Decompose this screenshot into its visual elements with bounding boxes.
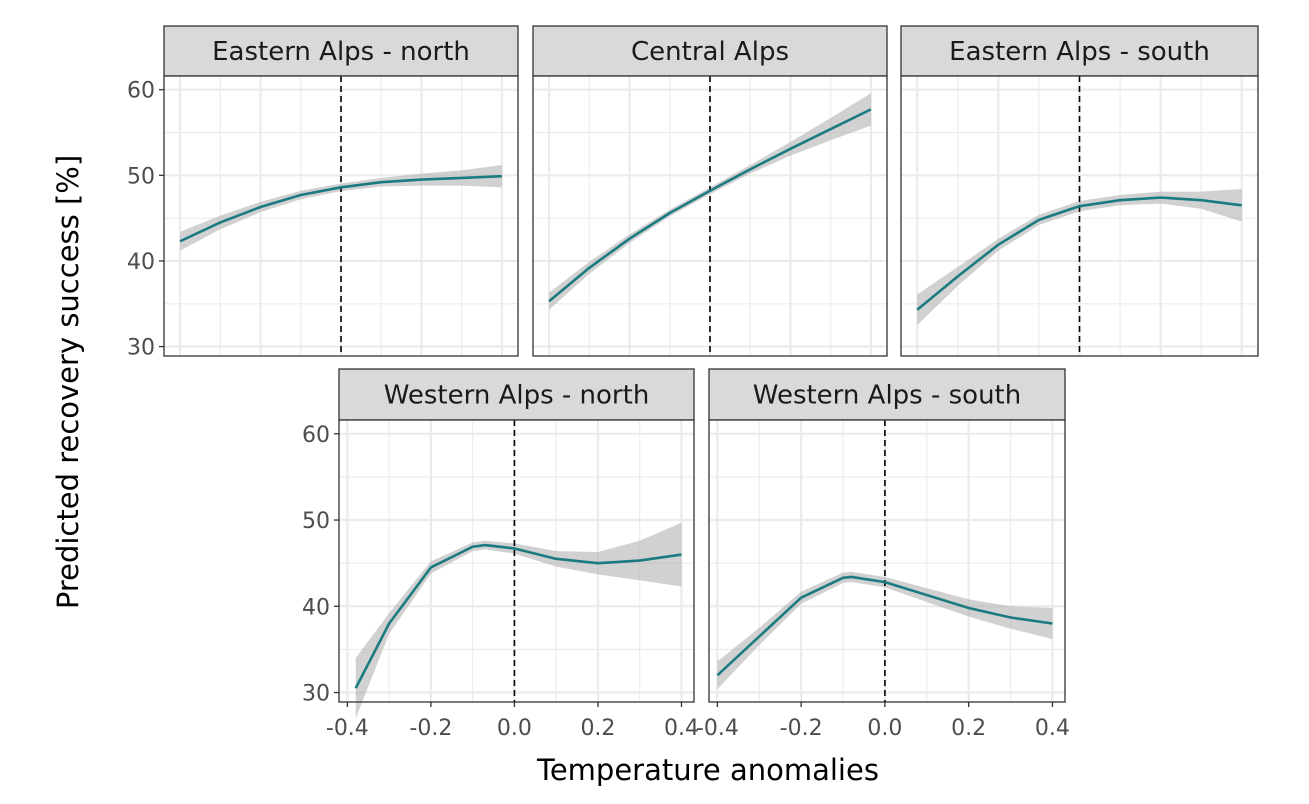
x-tick-label: 0.4 xyxy=(664,716,699,741)
plot-background xyxy=(709,420,1065,702)
y-tick-label: 30 xyxy=(302,682,330,707)
y-tick-label: 30 xyxy=(127,336,155,361)
y-tick-label: 40 xyxy=(302,595,330,620)
panel-border xyxy=(900,75,1259,357)
prediction-line xyxy=(916,196,1242,311)
x-tick-label: 0.2 xyxy=(580,716,615,741)
x-tick-label: 0.4 xyxy=(1035,716,1070,741)
facet-panel: Eastern Alps - south xyxy=(900,25,1259,357)
panel-border xyxy=(338,419,695,703)
facet-panel: Eastern Alps - north 30 40 50 60 xyxy=(127,25,519,361)
x-tick-label: -0.2 xyxy=(409,716,452,741)
x-tick-label: 0.2 xyxy=(951,716,986,741)
facet-panel: Western Alps - south -0.4 -0.2 0.0 0.2 0.4 xyxy=(696,368,1070,741)
x-tick-label: 0.0 xyxy=(867,716,902,741)
confidence-ribbon xyxy=(717,571,1053,690)
panel-border xyxy=(163,75,519,357)
facet-panel: Western Alps - north 30 40 50 60 -0.4 -0.2 0.0 0… xyxy=(302,368,699,741)
prediction-line xyxy=(179,174,502,243)
facet-title: Central Alps xyxy=(631,37,789,67)
x-tick-label: -0.4 xyxy=(696,716,739,741)
y-axis-label: Predicted recovery success [%] xyxy=(51,155,85,609)
facet-strip xyxy=(532,25,888,77)
x-tick-label: -0.2 xyxy=(780,716,823,741)
facet-title: Eastern Alps - south xyxy=(949,37,1210,67)
x-axis-label: Temperature anomalies xyxy=(536,753,879,787)
confidence-ribbon xyxy=(549,93,871,310)
x-tick-label: -0.4 xyxy=(326,716,369,741)
facet-strip xyxy=(708,368,1066,421)
confidence-ribbon xyxy=(355,522,682,719)
facet-strip xyxy=(900,25,1259,77)
facet-title: Western Alps - south xyxy=(753,381,1021,411)
y-tick-label: 40 xyxy=(127,250,155,275)
facet-strip xyxy=(163,25,519,77)
prediction-line xyxy=(548,108,872,303)
panel-border xyxy=(532,75,888,357)
confidence-ribbon xyxy=(180,165,502,251)
prediction-line xyxy=(716,575,1053,677)
facet-title: Eastern Alps - north xyxy=(212,37,470,67)
panel-border xyxy=(708,419,1066,703)
facet-title: Western Alps - north xyxy=(384,381,650,411)
facet-strip xyxy=(338,368,695,421)
facet-panel: Central Alps xyxy=(532,25,888,357)
x-tick-label: 0.0 xyxy=(497,716,532,741)
prediction-line xyxy=(354,543,682,689)
y-tick-label: 60 xyxy=(127,79,155,104)
y-tick-label: 50 xyxy=(302,509,330,534)
y-tick-label: 60 xyxy=(302,423,330,448)
y-tick-label: 50 xyxy=(127,164,155,189)
